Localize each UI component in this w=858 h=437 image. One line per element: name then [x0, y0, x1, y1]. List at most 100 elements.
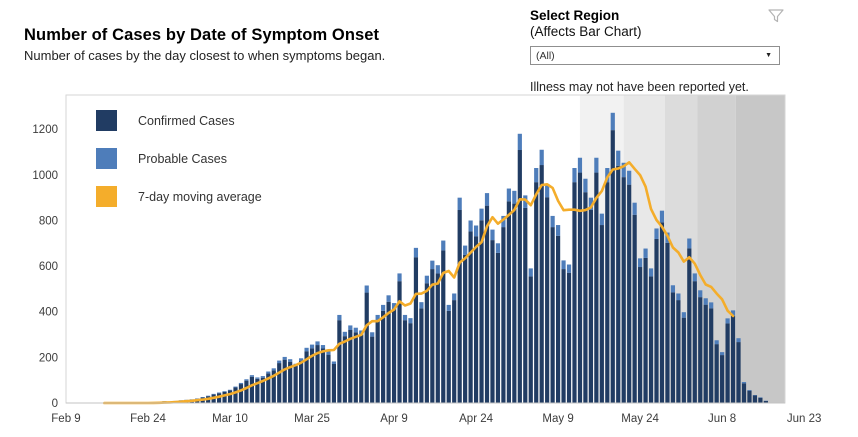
confirmed-cases-bar[interactable] — [599, 225, 604, 403]
probable-cases-bar[interactable] — [457, 197, 462, 210]
confirmed-cases-bar[interactable] — [747, 390, 752, 403]
confirmed-cases-bar[interactable] — [627, 184, 632, 403]
confirmed-cases-bar[interactable] — [605, 182, 610, 403]
confirmed-cases-bar[interactable] — [304, 351, 309, 403]
probable-cases-bar[interactable] — [260, 376, 265, 378]
confirmed-cases-bar[interactable] — [501, 227, 506, 403]
confirmed-cases-bar[interactable] — [687, 248, 692, 403]
confirmed-cases-bar[interactable] — [545, 197, 550, 403]
probable-cases-bar[interactable] — [676, 293, 681, 301]
confirmed-cases-bar[interactable] — [309, 348, 315, 403]
probable-cases-bar[interactable] — [463, 245, 468, 255]
confirmed-cases-bar[interactable] — [315, 345, 320, 403]
confirmed-cases-bar[interactable] — [621, 177, 626, 403]
moving-average-line[interactable] — [103, 161, 735, 405]
confirmed-cases-bar[interactable] — [255, 378, 260, 403]
probable-cases-bar[interactable] — [523, 195, 528, 208]
confirmed-cases-bar[interactable] — [370, 336, 375, 403]
probable-cases-bar[interactable] — [484, 193, 490, 206]
probable-cases-bar[interactable] — [670, 285, 676, 293]
probable-cases-bar[interactable] — [342, 331, 347, 337]
confirmed-cases-bar[interactable] — [288, 361, 293, 403]
filter-funnel-icon[interactable] — [766, 6, 786, 26]
probable-cases-bar[interactable] — [747, 389, 752, 391]
caret-down-icon[interactable]: ▼ — [765, 52, 772, 59]
confirmed-cases-bar[interactable] — [676, 300, 681, 403]
confirmed-cases-bar[interactable] — [594, 172, 599, 403]
confirmed-cases-bar[interactable] — [741, 383, 747, 403]
confirmed-cases-bar[interactable] — [479, 220, 484, 403]
probable-cases-bar[interactable] — [550, 215, 555, 228]
probable-cases-bar[interactable] — [413, 247, 419, 258]
confirmed-cases-bar[interactable] — [446, 310, 451, 403]
probable-cases-bar[interactable] — [572, 168, 577, 183]
probable-cases-bar[interactable] — [227, 389, 233, 391]
probable-cases-bar[interactable] — [266, 371, 271, 374]
probable-cases-bar[interactable] — [741, 382, 747, 384]
confirmed-cases-bar[interactable] — [616, 165, 621, 403]
confirmed-cases-bar[interactable] — [490, 240, 495, 403]
confirmed-cases-bar[interactable] — [337, 320, 342, 403]
probable-cases-bar[interactable] — [430, 260, 435, 270]
probable-cases-bar[interactable] — [703, 298, 708, 305]
confirmed-cases-bar[interactable] — [320, 348, 326, 403]
probable-cases-bar[interactable] — [397, 273, 402, 282]
confirmed-cases-bar[interactable] — [249, 376, 255, 403]
probable-cases-bar[interactable] — [244, 379, 249, 381]
probable-cases-bar[interactable] — [730, 310, 736, 316]
confirmed-cases-bar[interactable] — [430, 269, 435, 403]
confirmed-cases-bar[interactable] — [238, 384, 244, 403]
probable-cases-bar[interactable] — [698, 290, 703, 298]
confirmed-cases-bar[interactable] — [725, 323, 730, 403]
probable-cases-bar[interactable] — [473, 225, 479, 237]
confirmed-cases-bar[interactable] — [342, 336, 347, 403]
confirmed-cases-bar[interactable] — [391, 309, 397, 403]
probable-cases-bar[interactable] — [304, 347, 309, 352]
confirmed-cases-bar[interactable] — [709, 308, 714, 403]
probable-cases-bar[interactable] — [353, 327, 358, 333]
confirmed-cases-bar[interactable] — [271, 370, 276, 403]
confirmed-cases-bar[interactable] — [233, 387, 238, 403]
probable-cases-bar[interactable] — [375, 314, 380, 321]
confirmed-cases-bar[interactable] — [692, 281, 697, 403]
probable-cases-bar[interactable] — [315, 341, 320, 346]
probable-cases-bar[interactable] — [512, 190, 517, 204]
confirmed-cases-bar[interactable] — [681, 317, 686, 403]
confirmed-cases-bar[interactable] — [730, 315, 736, 403]
confirmed-cases-bar[interactable] — [463, 254, 468, 403]
probable-cases-bar[interactable] — [616, 150, 621, 166]
confirmed-cases-bar[interactable] — [720, 355, 725, 403]
probable-cases-bar[interactable] — [271, 368, 276, 371]
confirmed-cases-bar[interactable] — [331, 363, 337, 403]
probable-cases-bar[interactable] — [681, 312, 686, 318]
probable-cases-bar[interactable] — [692, 273, 697, 282]
confirmed-cases-bar[interactable] — [266, 373, 271, 403]
confirmed-cases-bar[interactable] — [610, 130, 615, 403]
confirmed-cases-bar[interactable] — [752, 395, 758, 403]
probable-cases-bar[interactable] — [424, 275, 429, 284]
confirmed-cases-bar[interactable] — [528, 276, 533, 403]
probable-cases-bar[interactable] — [534, 168, 539, 183]
confirmed-cases-bar[interactable] — [517, 149, 522, 403]
probable-cases-bar[interactable] — [654, 228, 659, 239]
confirmed-cases-bar[interactable] — [402, 320, 408, 403]
confirmed-cases-bar[interactable] — [698, 297, 703, 403]
probable-cases-bar[interactable] — [638, 258, 643, 268]
confirmed-cases-bar[interactable] — [654, 238, 659, 403]
confirmed-cases-bar[interactable] — [375, 320, 380, 403]
confirmed-cases-bar[interactable] — [424, 283, 429, 403]
probable-cases-bar[interactable] — [216, 392, 222, 394]
probable-cases-bar[interactable] — [561, 260, 566, 270]
confirmed-cases-bar[interactable] — [452, 300, 457, 403]
probable-cases-bar[interactable] — [288, 359, 293, 362]
probable-cases-bar[interactable] — [725, 318, 730, 324]
confirmed-cases-bar[interactable] — [763, 400, 768, 403]
probable-cases-bar[interactable] — [435, 265, 440, 274]
probable-cases-bar[interactable] — [441, 240, 446, 251]
confirmed-cases-bar[interactable] — [457, 209, 462, 403]
probable-cases-bar[interactable] — [381, 304, 386, 311]
confirmed-cases-bar[interactable] — [282, 359, 287, 403]
probable-cases-bar[interactable] — [528, 268, 533, 277]
confirmed-cases-bar[interactable] — [413, 257, 419, 403]
